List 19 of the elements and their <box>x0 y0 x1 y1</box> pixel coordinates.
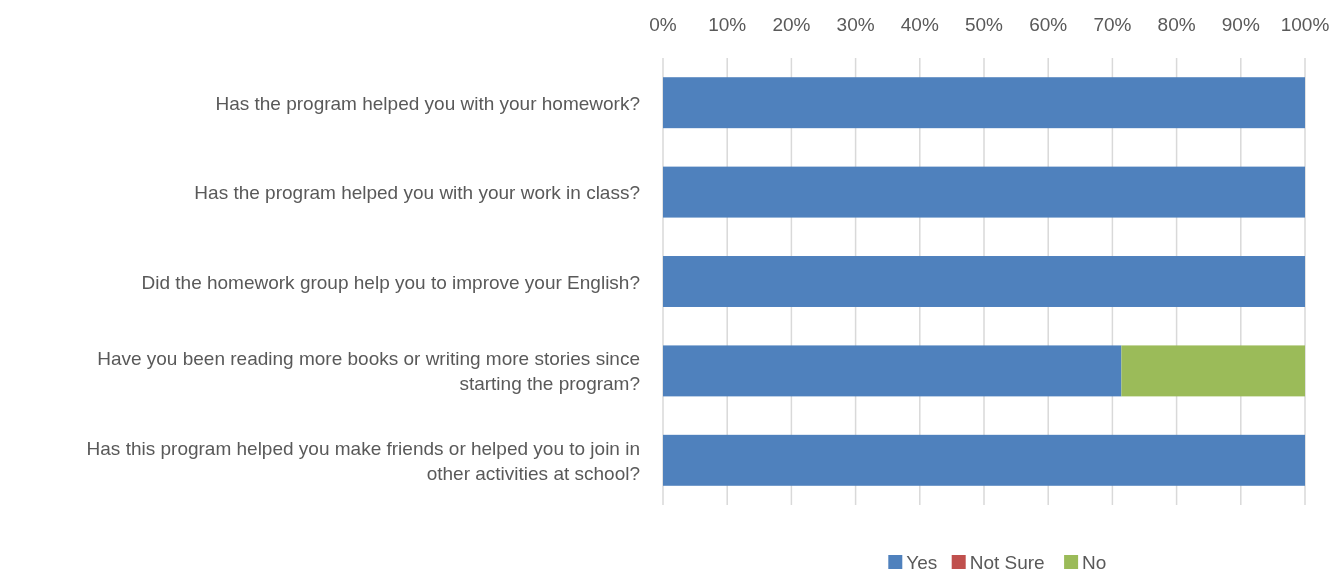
x-tick-label: 10% <box>708 14 747 35</box>
legend-label: Not Sure <box>969 552 1045 571</box>
y-tick-label: Has the program helped you with your homework? <box>215 92 640 114</box>
x-tick-label: 90% <box>1221 14 1260 35</box>
x-tick-label: 0% <box>649 14 677 35</box>
y-tick-label: Have you been reading more books or writing more stories since starting the program? <box>97 348 640 395</box>
x-tick-label: 60% <box>1029 14 1068 35</box>
x-tick-label: 30% <box>836 14 875 35</box>
y-tick-label: Has the program helped you with your work in class? <box>194 182 640 204</box>
x-tick-label: 80% <box>1157 14 1196 35</box>
x-tick-label: 70% <box>1093 14 1132 35</box>
x-tick-label: 40% <box>900 14 939 35</box>
y-tick-label: Has this program helped you make friends or helped you to join in other activities at school? <box>86 437 640 484</box>
y-tick-label: Did the homework group help you to improve your English? <box>141 271 640 293</box>
x-tick-label: 20% <box>772 14 811 35</box>
legend-label: Yes <box>906 552 938 571</box>
x-tick-label: 100% <box>1280 14 1330 35</box>
x-tick-label: 50% <box>964 14 1004 35</box>
legend-label: No <box>1082 552 1107 571</box>
